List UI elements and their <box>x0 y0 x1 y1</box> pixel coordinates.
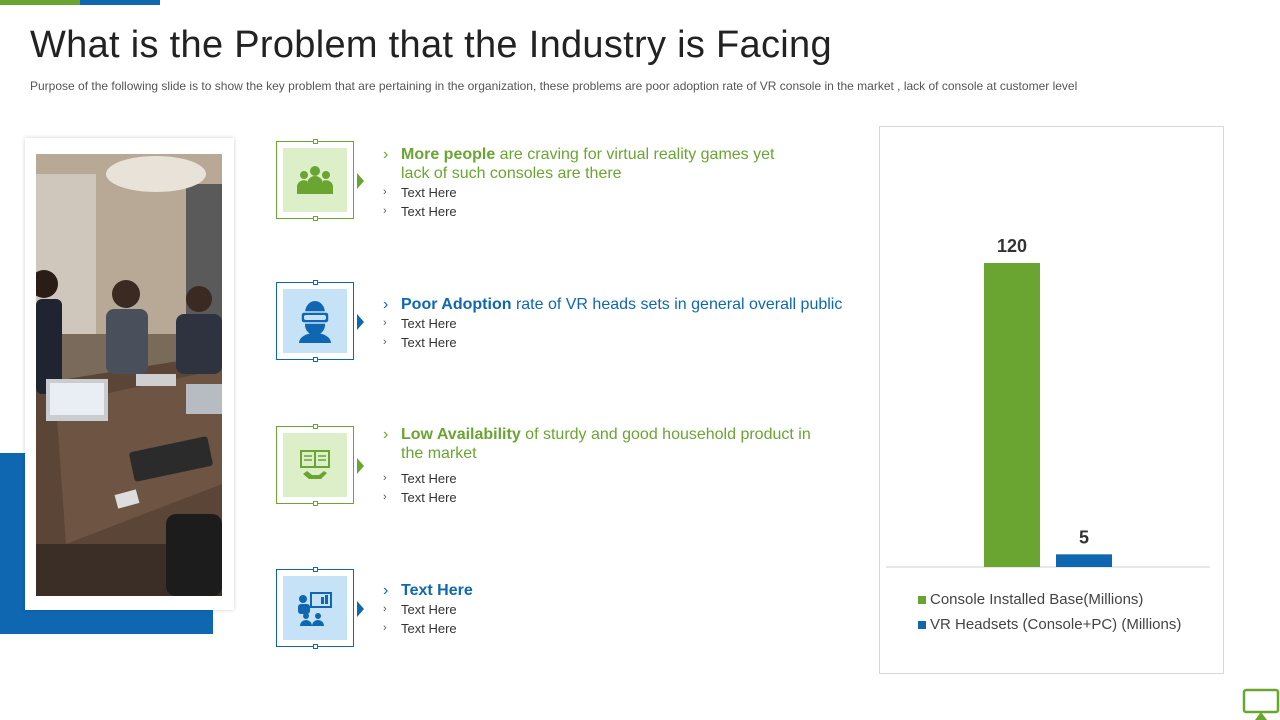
headline-bold: Text Here <box>401 582 473 599</box>
item-headline: › Low Availability of sturdy and good ho… <box>383 425 823 463</box>
pointer-arrow <box>357 458 364 474</box>
meeting-photo <box>36 154 222 596</box>
connector-dot <box>313 424 318 429</box>
icon-box-1 <box>276 139 364 221</box>
connector-dot <box>313 139 318 144</box>
bar-chart: 120 5 <box>886 236 1210 568</box>
chevron-right-icon: › <box>383 317 387 329</box>
item-subpoint: › Text Here <box>383 490 457 505</box>
icon-box-3 <box>276 424 364 506</box>
problem-item-4: › Text Here › Text Here › Text Here <box>383 581 783 638</box>
chevron-right-icon: › <box>383 186 387 198</box>
bar-console-installed-base <box>984 263 1040 567</box>
presentation-team-icon <box>298 592 332 626</box>
connector-dot <box>313 216 318 221</box>
legend-item-console: Console Installed Base(Millions) <box>918 587 1181 612</box>
chart-legend: Console Installed Base(Millions) VR Head… <box>918 587 1181 637</box>
item-subpoint: › Text Here <box>383 204 457 219</box>
top-accent-green <box>0 0 80 5</box>
chevron-right-icon: › <box>383 426 389 443</box>
item-subpoint: › Text Here <box>383 621 457 636</box>
data-label-vr: 5 <box>1079 527 1089 547</box>
people-group-icon <box>297 166 333 194</box>
item-headline: › Text Here <box>383 581 783 600</box>
problem-item-2: › Poor Adoption rate of VR heads sets in… <box>383 295 863 352</box>
chevron-right-icon: › <box>383 472 387 484</box>
headline-bold: Low Availability <box>401 426 521 443</box>
top-accent-blue <box>80 0 160 5</box>
item-subpoint: › Text Here <box>383 185 457 200</box>
chevron-right-icon: › <box>383 146 389 163</box>
chevron-right-icon: › <box>383 603 387 615</box>
chevron-right-icon: › <box>383 205 387 217</box>
legend-swatch <box>918 596 926 604</box>
headline-rest: are craving for virtual reality games ye… <box>401 146 775 182</box>
icon-box-4 <box>276 567 364 649</box>
item-headline: › Poor Adoption rate of VR heads sets in… <box>383 295 863 314</box>
chart-card: 120 5 Console Installed Base(Millions) V… <box>879 126 1224 674</box>
chevron-right-icon: › <box>383 296 389 313</box>
headline-rest: rate of VR heads sets in general overall… <box>511 296 843 313</box>
photo-frame <box>25 138 234 610</box>
slide-subtitle: Purpose of the following slide is to sho… <box>30 79 1078 93</box>
legend-item-vr: VR Headsets (Console+PC) (Millions) <box>918 612 1181 637</box>
item-headline: › More people are craving for virtual re… <box>383 145 793 183</box>
icon-box-2 <box>276 280 364 362</box>
pointer-arrow <box>357 173 364 189</box>
chevron-right-icon: › <box>383 491 387 503</box>
item-subpoint: › Text Here <box>383 602 457 617</box>
slide-title: What is the Problem that the Industry is… <box>30 24 832 66</box>
item-subpoint: › Text Here <box>383 335 457 350</box>
vr-headset-person-icon <box>299 301 331 343</box>
icon-box-inner <box>283 576 347 640</box>
connector-dot <box>313 567 318 572</box>
pointer-arrow <box>357 314 364 330</box>
pointer-arrow <box>357 601 364 617</box>
legend-swatch <box>918 621 926 629</box>
connector-dot <box>313 644 318 649</box>
item-subpoint: › Text Here <box>383 316 457 331</box>
problem-item-1: › More people are craving for virtual re… <box>383 145 793 221</box>
connector-dot <box>313 357 318 362</box>
icon-box-inner <box>283 148 347 212</box>
headline-rest: of sturdy and good household product in … <box>401 426 811 462</box>
problem-item-3: › Low Availability of sturdy and good ho… <box>383 425 823 507</box>
chevron-right-icon: › <box>383 336 387 348</box>
connector-dot <box>313 280 318 285</box>
monitor-icon <box>1242 688 1280 720</box>
icon-box-inner <box>283 289 347 353</box>
data-label-console: 120 <box>997 236 1027 256</box>
headline-bold: Poor Adoption <box>401 296 512 313</box>
item-subpoint: › Text Here <box>383 471 457 486</box>
chevron-right-icon: › <box>383 622 387 634</box>
headline-bold: More people <box>401 146 496 163</box>
chevron-right-icon: › <box>383 582 389 599</box>
icon-box-inner <box>283 433 347 497</box>
connector-dot <box>313 501 318 506</box>
open-book-hand-icon <box>300 450 330 479</box>
bar-vr-headsets <box>1056 554 1112 567</box>
